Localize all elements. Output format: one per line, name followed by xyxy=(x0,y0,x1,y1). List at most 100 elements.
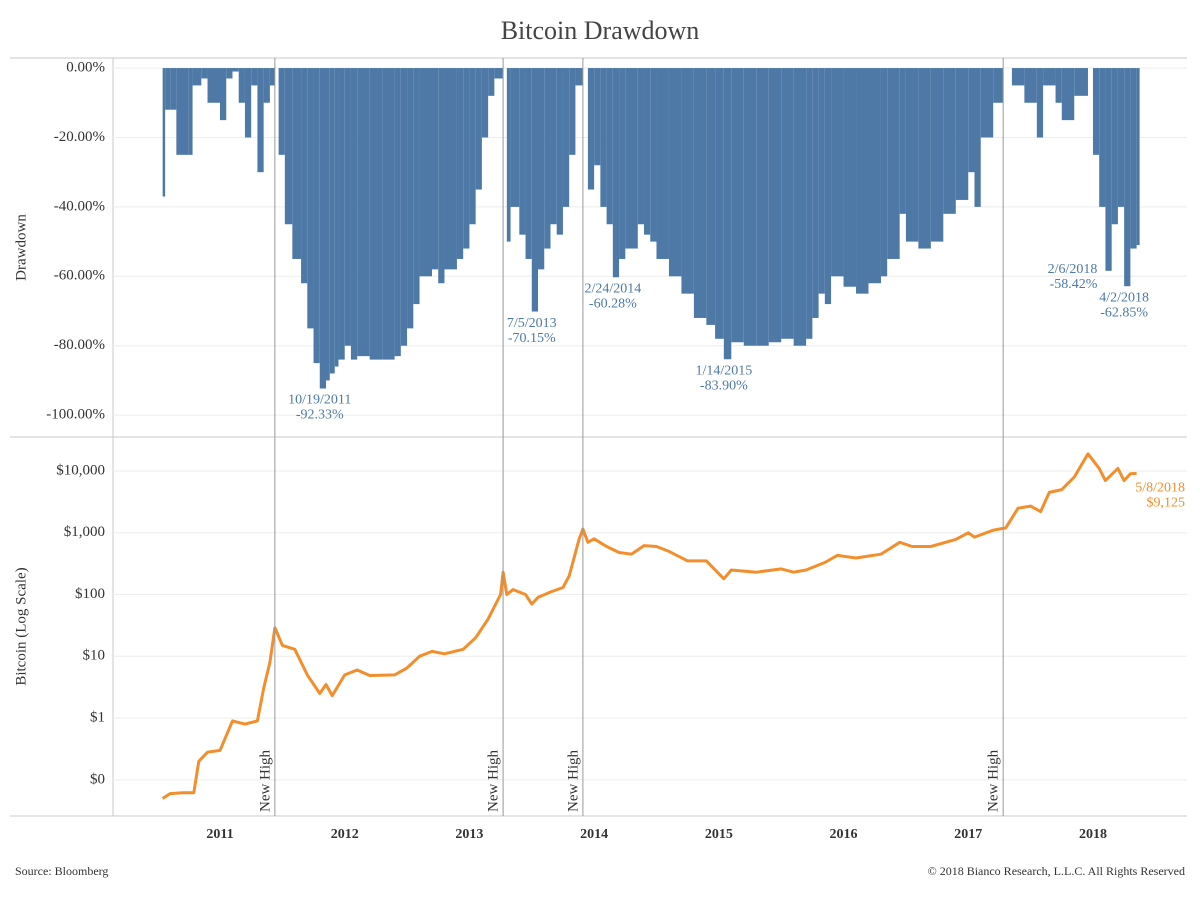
bar xyxy=(905,68,919,242)
bar xyxy=(575,68,583,86)
bar xyxy=(818,68,825,294)
bar xyxy=(1024,68,1037,103)
bar xyxy=(594,68,601,166)
bar xyxy=(257,68,264,173)
bar xyxy=(313,68,320,364)
bar xyxy=(419,68,433,277)
bar xyxy=(569,68,576,155)
bar xyxy=(1111,68,1118,225)
bar xyxy=(1043,68,1056,86)
bar xyxy=(562,68,570,207)
bar xyxy=(301,68,308,284)
bar xyxy=(824,68,832,305)
annotation-date: 2/6/2018 xyxy=(1048,262,1098,277)
bar xyxy=(1055,68,1062,103)
bar xyxy=(1092,68,1100,155)
annotation-date: 2/24/2014 xyxy=(584,281,641,296)
bar xyxy=(488,68,495,96)
y-tick-label: $10,000 xyxy=(56,462,105,478)
bar xyxy=(329,68,335,374)
bar xyxy=(357,68,370,357)
chart-title: Bitcoin Drawdown xyxy=(501,16,700,45)
bar xyxy=(207,68,221,103)
bar xyxy=(192,68,202,86)
bar xyxy=(369,68,383,360)
bar xyxy=(188,68,193,155)
bar xyxy=(176,68,189,155)
source: Source: Bloomberg xyxy=(15,864,108,878)
bar xyxy=(756,68,769,346)
bar xyxy=(284,68,293,225)
bar xyxy=(993,68,1004,103)
x-tick-label: 2016 xyxy=(830,827,858,842)
annotation-value: -83.90% xyxy=(700,378,748,393)
bar xyxy=(1074,68,1088,96)
bar xyxy=(706,68,716,325)
event-label: New High xyxy=(565,749,581,812)
bar xyxy=(463,68,470,249)
bar xyxy=(350,68,358,360)
bar xyxy=(856,68,869,294)
bar xyxy=(843,68,857,287)
bar xyxy=(344,68,351,346)
y-tick-label: $1 xyxy=(90,710,105,726)
bar xyxy=(544,68,551,249)
bar xyxy=(382,68,395,360)
bar xyxy=(731,68,744,343)
bar xyxy=(715,68,724,339)
bar xyxy=(456,68,464,259)
y-tick-label: 0.00% xyxy=(66,60,105,76)
x-tick-label: 2014 xyxy=(580,827,608,842)
x-tick-label: 2017 xyxy=(954,827,982,842)
bar xyxy=(525,68,532,259)
bar xyxy=(220,68,227,121)
bar xyxy=(1099,68,1106,207)
y-tick-label: -80.00% xyxy=(54,337,105,353)
bar xyxy=(519,68,526,235)
bar xyxy=(556,68,563,235)
bar xyxy=(899,68,906,214)
annotation-date: 5/8/2018 xyxy=(1135,481,1185,496)
bar xyxy=(606,68,613,225)
bar xyxy=(292,68,302,259)
bar xyxy=(1036,68,1044,138)
bar xyxy=(887,68,900,259)
bar xyxy=(1011,68,1025,86)
bar xyxy=(494,68,504,79)
bar xyxy=(930,68,944,242)
bar xyxy=(587,68,595,190)
x-tick-label: 2012 xyxy=(331,827,359,842)
bar xyxy=(269,68,275,86)
event-label: New High xyxy=(986,749,1002,812)
bar xyxy=(625,68,638,249)
y-axis-label: Drawdown xyxy=(13,214,29,281)
y-tick-label: -60.00% xyxy=(54,268,105,284)
bar xyxy=(619,68,626,259)
bar xyxy=(319,68,327,389)
y-tick-label: $100 xyxy=(75,586,105,602)
bar xyxy=(538,68,545,270)
bar xyxy=(693,68,707,318)
event-label: New High xyxy=(486,749,502,812)
bar xyxy=(238,68,245,103)
bar xyxy=(806,68,813,339)
bar xyxy=(506,68,511,242)
bar xyxy=(170,68,177,110)
bar xyxy=(868,68,881,284)
bar xyxy=(1136,68,1140,246)
bar xyxy=(165,68,171,110)
bar xyxy=(438,68,445,284)
bar xyxy=(681,68,694,294)
bar xyxy=(307,68,314,329)
bar xyxy=(475,68,482,190)
bar xyxy=(481,68,489,138)
bar xyxy=(1061,68,1075,121)
annotation-value: $9,125 xyxy=(1147,496,1186,511)
bar xyxy=(407,68,414,329)
y-axis-label: Bitcoin (Log Scale) xyxy=(13,567,29,685)
bar xyxy=(394,68,401,357)
bar xyxy=(955,68,969,200)
bar xyxy=(334,68,339,367)
bar xyxy=(338,68,345,360)
bar xyxy=(469,68,476,225)
